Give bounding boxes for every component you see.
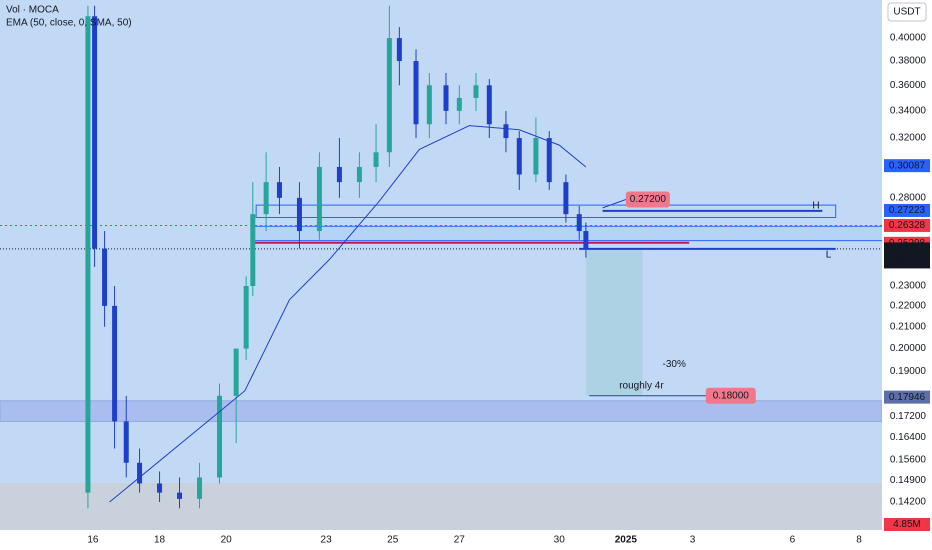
y-tick-label: 0.20000: [890, 343, 927, 354]
target-box: [585, 248, 643, 396]
candle-body: [533, 138, 539, 175]
y-tick-label: 0.36000: [890, 80, 927, 91]
ratio-note: roughly 4r: [619, 380, 664, 391]
ema-line: [109, 125, 587, 503]
currency-button[interactable]: [887, 2, 927, 22]
y-tick-label: 0.23000: [890, 281, 927, 292]
x-tick-label: 18: [154, 535, 166, 546]
candle-body: [563, 182, 569, 215]
price-badge-label: 0.27223: [889, 205, 926, 216]
y-tick-label: 0.40000: [890, 33, 927, 44]
y-tick-label: 0.19000: [890, 366, 927, 377]
candle-body: [503, 124, 509, 139]
candle-body: [243, 285, 249, 349]
candle-body: [413, 61, 419, 125]
x-tick-label: 2025: [615, 535, 638, 546]
pointer-high: [602, 198, 627, 209]
y-tick-label: 0.14900: [890, 475, 927, 486]
low-note: L: [826, 250, 832, 261]
candle-body: [102, 248, 108, 306]
range-box: [255, 204, 837, 218]
candle-body: [356, 166, 362, 183]
candle-body: [85, 16, 91, 493]
price-badge: [884, 242, 930, 269]
candle-body: [112, 305, 118, 422]
candle-body: [276, 182, 282, 198]
price-badge-label: 0.26328: [889, 220, 926, 231]
candle-body: [217, 395, 223, 478]
x-tick-label: 16: [87, 535, 99, 546]
stop-label: 0.18000: [713, 390, 750, 401]
y-tick-label: 0.38000: [890, 56, 927, 67]
candle-body: [396, 38, 402, 62]
candle-body: [576, 214, 582, 232]
x-tick-label: 30: [554, 535, 566, 546]
target-label-bg: [625, 191, 670, 208]
candle-body: [443, 85, 449, 111]
x-tick-label: 27: [454, 535, 466, 546]
y-tick-label: 0.28000: [890, 193, 927, 204]
support-zone: [0, 400, 883, 422]
x-tick-label: 8: [856, 535, 862, 546]
candle-body: [157, 483, 163, 493]
candle-body: [250, 214, 256, 286]
x-tick-label: 20: [221, 535, 233, 546]
price-badge: [884, 218, 930, 232]
price-badge: [884, 203, 930, 217]
stop-label-bg: [705, 387, 756, 404]
price-axis: [882, 0, 932, 550]
time-axis: [0, 530, 882, 550]
candle-body: [516, 138, 522, 175]
y-tick-label: 0.22000: [890, 301, 927, 312]
candle-body: [373, 152, 379, 167]
candle-body: [296, 197, 302, 232]
price-badge: [884, 390, 930, 404]
candle-body: [473, 85, 479, 98]
candle-body: [456, 97, 462, 111]
candle-body: [486, 85, 492, 125]
candle-body: [177, 492, 183, 499]
y-tick-label: 0.32000: [890, 133, 927, 144]
candle-body: [336, 166, 342, 183]
y-tick-label: 0.34000: [890, 106, 927, 117]
price-badge-label: 0.17946: [889, 392, 926, 403]
volume-badge-label: 4.85M: [893, 519, 921, 530]
target-label: 0.27200: [630, 194, 667, 205]
y-tick-label: 0.16400: [890, 432, 927, 443]
candle-body: [386, 38, 392, 153]
candle-body: [137, 462, 143, 484]
y-tick-label: 0.14200: [890, 497, 927, 508]
y-tick-label: 0.17200: [890, 411, 927, 422]
candle-body: [426, 85, 432, 125]
candle-body: [197, 477, 203, 499]
volume-pane: [0, 483, 882, 530]
price-badge: [884, 159, 930, 173]
volume-badge: [884, 518, 930, 531]
high-note: H: [812, 200, 819, 211]
x-tick-label: 3: [690, 535, 696, 546]
candle-body: [92, 16, 98, 249]
candle-body: [583, 231, 589, 249]
chart-background: [0, 0, 882, 530]
price-badge-label: 0.30087: [889, 160, 926, 171]
candle-body: [123, 421, 129, 463]
candle-body: [263, 182, 269, 215]
candle-body: [546, 138, 552, 183]
countdown: 22:44: [894, 256, 919, 267]
entry-box: [252, 225, 893, 242]
price-badge-label: 0.24984: [889, 244, 926, 255]
y-tick-label: 0.21000: [890, 321, 927, 332]
legend-vol: Vol · MOCA: [6, 5, 59, 16]
change-note: -30%: [662, 359, 685, 370]
x-tick-label: 23: [321, 535, 333, 546]
candle-body: [316, 166, 322, 232]
x-tick-label: 25: [387, 535, 399, 546]
x-tick-label: 6: [790, 535, 796, 546]
currency[interactable]: USDT: [893, 7, 920, 18]
candle-body: [233, 348, 239, 396]
legend-ema: EMA (50, close, 0, SMA, 50): [6, 18, 132, 29]
y-tick-label: 0.15600: [890, 455, 927, 466]
